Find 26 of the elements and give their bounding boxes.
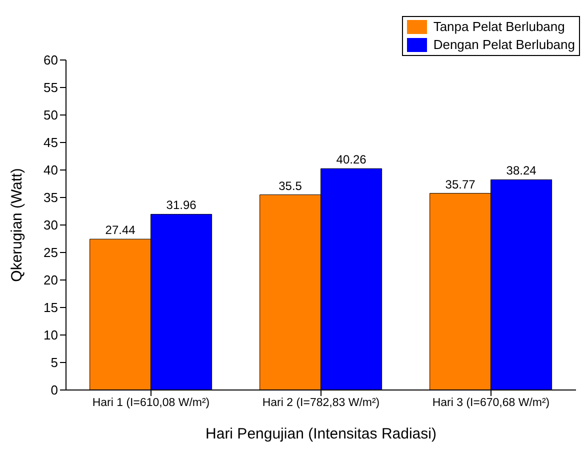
y-tick-label: 45 xyxy=(44,135,58,150)
x-tick-label: Hari 1 (I=610,08 W/m²) xyxy=(92,397,210,410)
y-tick-label: 5 xyxy=(50,355,58,370)
y-tick-label: 35 xyxy=(44,190,58,206)
y-axis-title: Qkerugian (Watt) xyxy=(8,168,26,282)
data-label: 35.77 xyxy=(445,177,476,192)
y-tick-label: 0 xyxy=(50,382,58,398)
data-label: 35.5 xyxy=(278,178,302,193)
y-tick-label: 20 xyxy=(44,272,58,288)
data-label: 31.96 xyxy=(166,198,197,212)
y-tick-label: 30 xyxy=(44,218,58,233)
y-tick-label: 25 xyxy=(44,245,58,260)
y-tick-label: 40 xyxy=(44,162,58,178)
data-label: 40.26 xyxy=(336,152,367,167)
data-label: 27.44 xyxy=(105,223,136,238)
y-tick-label: 55 xyxy=(44,80,58,96)
data-label: 38.24 xyxy=(506,164,537,178)
x-tick-label: Hari 2 (I=782,83 W/m²) xyxy=(262,397,380,410)
x-axis-title: Hari Pengujian (Intensitas Radiasi) xyxy=(206,426,436,443)
legend-label: Tanpa Pelat Berlubang xyxy=(433,18,565,36)
y-tick-label: 15 xyxy=(44,300,58,316)
y-tick-label: 10 xyxy=(44,328,58,343)
y-tick-label: 50 xyxy=(44,108,58,123)
x-tick-label: Hari 3 (I=670,68 W/m²) xyxy=(432,397,550,410)
legend-label: Dengan Pelat Berlubang xyxy=(433,36,575,54)
y-tick-label: 60 xyxy=(44,52,58,68)
